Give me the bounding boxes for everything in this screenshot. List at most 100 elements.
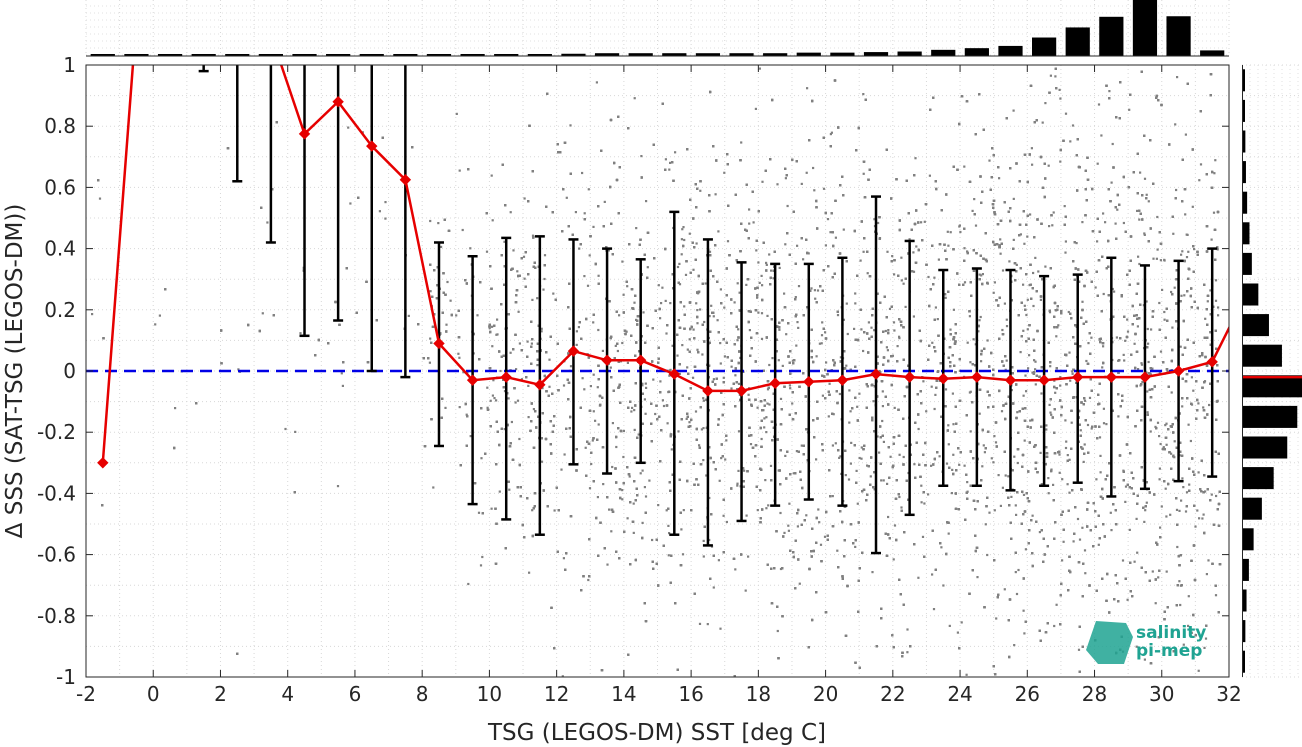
scatter-point xyxy=(981,273,984,276)
scatter-point xyxy=(1156,421,1160,424)
scatter-point xyxy=(765,416,768,419)
scatter-point xyxy=(1022,329,1025,332)
scatter-point xyxy=(543,277,546,281)
scatter-point xyxy=(261,312,264,315)
scatter-point xyxy=(969,361,972,364)
scatter-point xyxy=(1196,509,1199,512)
scatter-point xyxy=(931,573,934,576)
scatter-point xyxy=(765,263,768,266)
scatter-point xyxy=(978,412,981,415)
scatter-point xyxy=(515,368,518,371)
scatter-point xyxy=(719,362,722,365)
scatter-point xyxy=(1207,559,1210,562)
scatter-point xyxy=(737,328,740,331)
scatter-point xyxy=(881,405,884,408)
top-histogram-bar xyxy=(662,53,687,56)
scatter-point xyxy=(507,397,510,400)
scatter-point xyxy=(695,242,698,245)
scatter-point xyxy=(1151,570,1154,573)
scatter-point xyxy=(1178,580,1181,583)
scatter-point xyxy=(491,345,494,348)
scatter-point xyxy=(378,210,381,213)
scatter-point xyxy=(698,444,701,447)
scatter-point xyxy=(1116,208,1119,211)
scatter-point xyxy=(437,222,440,225)
scatter-point xyxy=(626,361,629,364)
scatter-point xyxy=(915,245,918,248)
scatter-point xyxy=(340,372,343,375)
scatter-point xyxy=(588,254,591,257)
scatter-point xyxy=(1098,436,1102,439)
scatter-point xyxy=(708,496,711,500)
scatter-point xyxy=(1188,483,1191,486)
scatter-point xyxy=(670,448,673,451)
scatter-point xyxy=(824,331,827,334)
scatter-point xyxy=(947,443,950,446)
scatter-point xyxy=(824,244,827,247)
scatter-point xyxy=(952,423,955,426)
scatter-point xyxy=(1158,435,1161,438)
scatter-point xyxy=(1214,299,1218,302)
top-histogram-bar xyxy=(1166,16,1191,57)
scatter-point xyxy=(1180,253,1183,256)
scatter-point xyxy=(1010,389,1013,392)
scatter-point xyxy=(724,458,727,461)
scatter-point xyxy=(898,453,901,456)
scatter-point xyxy=(583,212,586,215)
scatter-point xyxy=(1057,324,1060,327)
right-histogram-panel xyxy=(1242,64,1302,678)
scatter-point xyxy=(517,310,520,313)
scatter-point xyxy=(1172,454,1175,457)
scatter-point xyxy=(1008,260,1011,263)
scatter-point xyxy=(940,546,943,549)
scatter-point xyxy=(1187,624,1190,627)
scatter-point xyxy=(710,304,713,307)
scatter-point xyxy=(639,472,642,475)
scatter-point xyxy=(1156,215,1159,219)
scatter-point xyxy=(1180,499,1183,502)
scatter-point xyxy=(866,272,869,275)
scatter-point xyxy=(1193,248,1196,251)
scatter-point xyxy=(685,417,688,420)
scatter-point xyxy=(1049,411,1052,414)
scatter-point xyxy=(1181,405,1184,408)
scatter-point xyxy=(1050,413,1053,416)
scatter-point xyxy=(686,366,689,369)
scatter-point xyxy=(667,524,670,527)
scatter-point xyxy=(772,277,775,280)
scatter-point xyxy=(791,359,794,362)
scatter-point xyxy=(752,221,755,224)
scatter-point xyxy=(1064,446,1068,450)
scatter-point xyxy=(788,384,791,387)
scatter-point xyxy=(906,651,909,654)
scatter-point xyxy=(839,455,842,458)
scatter-point xyxy=(1187,423,1190,426)
scatter-point xyxy=(1090,427,1093,430)
scatter-point xyxy=(1045,428,1048,431)
scatter-point xyxy=(1181,250,1184,253)
scatter-point xyxy=(668,374,671,377)
scatter-point xyxy=(744,589,747,592)
scatter-point xyxy=(900,256,903,259)
scatter-point xyxy=(1088,396,1092,399)
scatter-point xyxy=(1040,392,1043,395)
scatter-point xyxy=(979,315,982,319)
top-histogram-bar xyxy=(931,49,956,56)
scatter-point xyxy=(1189,439,1192,443)
scatter-point xyxy=(1026,328,1029,331)
scatter-point xyxy=(1066,454,1069,457)
scatter-point xyxy=(1037,270,1040,273)
scatter-point xyxy=(965,673,968,676)
scatter-point xyxy=(237,368,240,371)
scatter-point xyxy=(760,437,763,441)
scatter-point xyxy=(630,410,633,413)
scatter-point xyxy=(1147,342,1150,345)
scatter-point xyxy=(587,188,590,191)
scatter-point xyxy=(714,193,717,196)
scatter-point xyxy=(1114,222,1117,225)
scatter-point xyxy=(648,479,651,482)
scatter-point xyxy=(966,481,969,484)
scatter-point xyxy=(789,387,792,390)
scatter-point xyxy=(705,474,708,477)
